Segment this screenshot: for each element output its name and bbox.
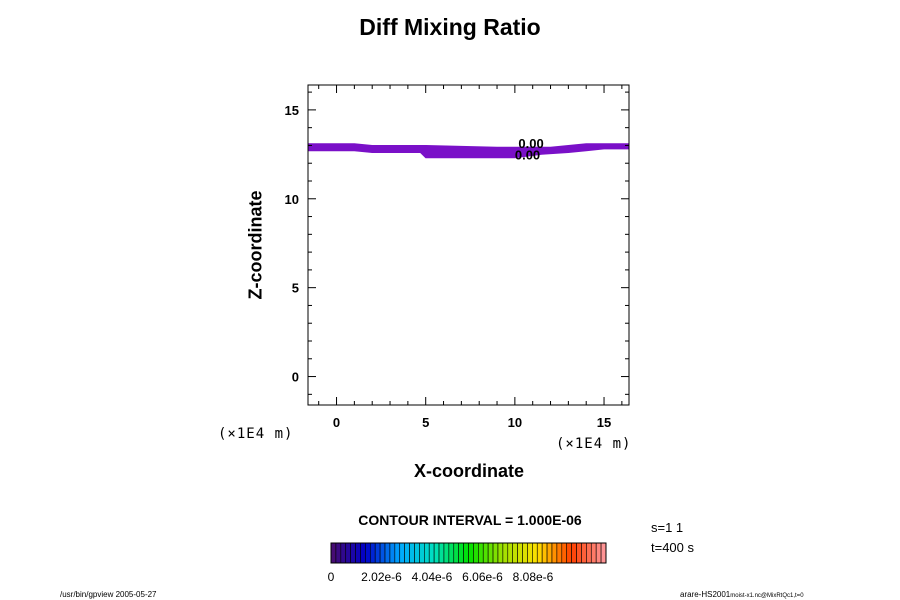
x-unit-left: (×1E4 m) xyxy=(218,426,294,442)
colorbar-cell xyxy=(590,542,597,564)
colorbar-cell xyxy=(541,542,548,564)
colorbar-tick-label: 0 xyxy=(328,570,335,584)
colorbar-cell xyxy=(561,542,568,564)
x-unit-right: (×1E4 m) xyxy=(556,436,632,452)
colorbar-cell xyxy=(428,542,435,564)
y-tick-label: 0 xyxy=(292,370,299,385)
colorbar-cell xyxy=(394,542,401,564)
x-tick-label: 10 xyxy=(508,415,522,430)
colorbar-cell xyxy=(399,542,405,564)
colorbar-cell xyxy=(365,542,371,564)
colorbar-frame xyxy=(330,542,607,564)
plot-frame xyxy=(307,84,630,406)
s-value: s=1 1 xyxy=(651,520,684,535)
colorbar-cell xyxy=(600,542,607,564)
footer-source: arare-HS2001moist-x1.nc@MixRtQc1,t=0 xyxy=(680,590,804,599)
colorbar-cell xyxy=(369,542,376,564)
colorbar-cell xyxy=(345,542,351,564)
colorbar-cell xyxy=(384,542,391,564)
colorbar-cell xyxy=(586,542,592,564)
colorbar-tick-label: 6.06e-6 xyxy=(462,570,503,584)
axis-tick-labels: 0 5 10 15 0 5 10 15 xyxy=(285,103,612,430)
colorbar-cell xyxy=(556,542,563,564)
colorbar: 0 2.02e-6 4.04e-6 6.06e-6 8.08e-6 xyxy=(328,542,607,584)
colorbar-cell xyxy=(438,542,445,564)
colorbar-cell xyxy=(482,542,489,564)
x-tick-label: 0 xyxy=(333,415,340,430)
colorbar-cell xyxy=(458,542,464,564)
colorbar-cell xyxy=(360,542,366,564)
colorbar-cell xyxy=(355,542,361,564)
colorbar-cell xyxy=(571,542,577,564)
axis-ticks xyxy=(308,85,629,405)
footer-command: /usr/bin/gpview 2005-05-27 xyxy=(60,590,157,599)
colorbar-cell xyxy=(473,542,479,564)
colorbar-cell xyxy=(595,542,602,564)
colorbar-cell xyxy=(448,542,455,564)
colorbar-tick-label: 4.04e-6 xyxy=(412,570,453,584)
colorbar-cell xyxy=(566,542,572,564)
colorbar-cell xyxy=(581,542,587,564)
colorbar-cell xyxy=(340,542,347,564)
y-tick-label: 5 xyxy=(292,281,299,296)
colorbar-cell xyxy=(527,542,533,564)
y-tick-label: 15 xyxy=(285,103,299,118)
chart-title: Diff Mixing Ratio xyxy=(359,14,541,40)
contour-label-bottom: 0.00 xyxy=(515,148,540,163)
colorbar-cell xyxy=(389,542,396,564)
shaded-band xyxy=(307,143,630,159)
colorbar-cell xyxy=(512,542,518,564)
colorbar-cell xyxy=(536,542,543,564)
colorbar-cell xyxy=(497,542,504,564)
x-tick-label: 15 xyxy=(597,415,611,430)
y-tick-label: 10 xyxy=(285,192,299,207)
colorbar-cell xyxy=(374,542,381,564)
colorbar-cell xyxy=(551,542,558,564)
colorbar-cell xyxy=(409,542,415,564)
contour-interval: CONTOUR INTERVAL = 1.000E-06 xyxy=(358,512,582,528)
footer-source-sub: moist-x1.nc@MixRtQc1,t=0 xyxy=(730,593,804,599)
colorbar-cell xyxy=(350,542,356,564)
colorbar-cell xyxy=(443,542,450,564)
colorbar-cell xyxy=(576,542,582,564)
colorbar-cell xyxy=(492,542,499,564)
x-tick-label: 5 xyxy=(422,415,429,430)
colorbar-cell xyxy=(419,542,425,564)
contour-label-top: 0.00 xyxy=(518,136,543,151)
colorbar-cell xyxy=(507,542,513,564)
colorbar-cell xyxy=(532,542,538,564)
y-axis-label: Z-coordinate xyxy=(245,190,266,300)
colorbar-cell xyxy=(517,542,523,564)
colorbar-cell xyxy=(487,542,494,564)
colorbar-cell xyxy=(546,542,553,564)
colorbar-cell xyxy=(330,542,337,564)
colorbar-cell xyxy=(463,542,469,564)
colorbar-tick-label: 2.02e-6 xyxy=(361,570,402,584)
shaded-band-layer xyxy=(307,143,630,159)
colorbar-cell xyxy=(502,542,509,564)
colorbar-cell xyxy=(335,542,342,564)
colorbar-cell xyxy=(433,542,440,564)
colorbar-cell xyxy=(522,542,528,564)
colorbar-cell xyxy=(468,542,474,564)
colorbar-cell xyxy=(414,542,420,564)
footer-source-main: arare-HS2001 xyxy=(680,590,731,599)
colorbar-cell xyxy=(379,542,386,564)
x-axis-label: X-coordinate xyxy=(413,461,524,481)
colorbar-cell xyxy=(424,542,430,564)
colorbar-tick-label: 8.08e-6 xyxy=(513,570,554,584)
colorbar-cell xyxy=(404,542,410,564)
t-value: t=400 s xyxy=(651,540,695,555)
colorbar-cell xyxy=(453,542,459,564)
colorbar-cell xyxy=(478,542,484,564)
